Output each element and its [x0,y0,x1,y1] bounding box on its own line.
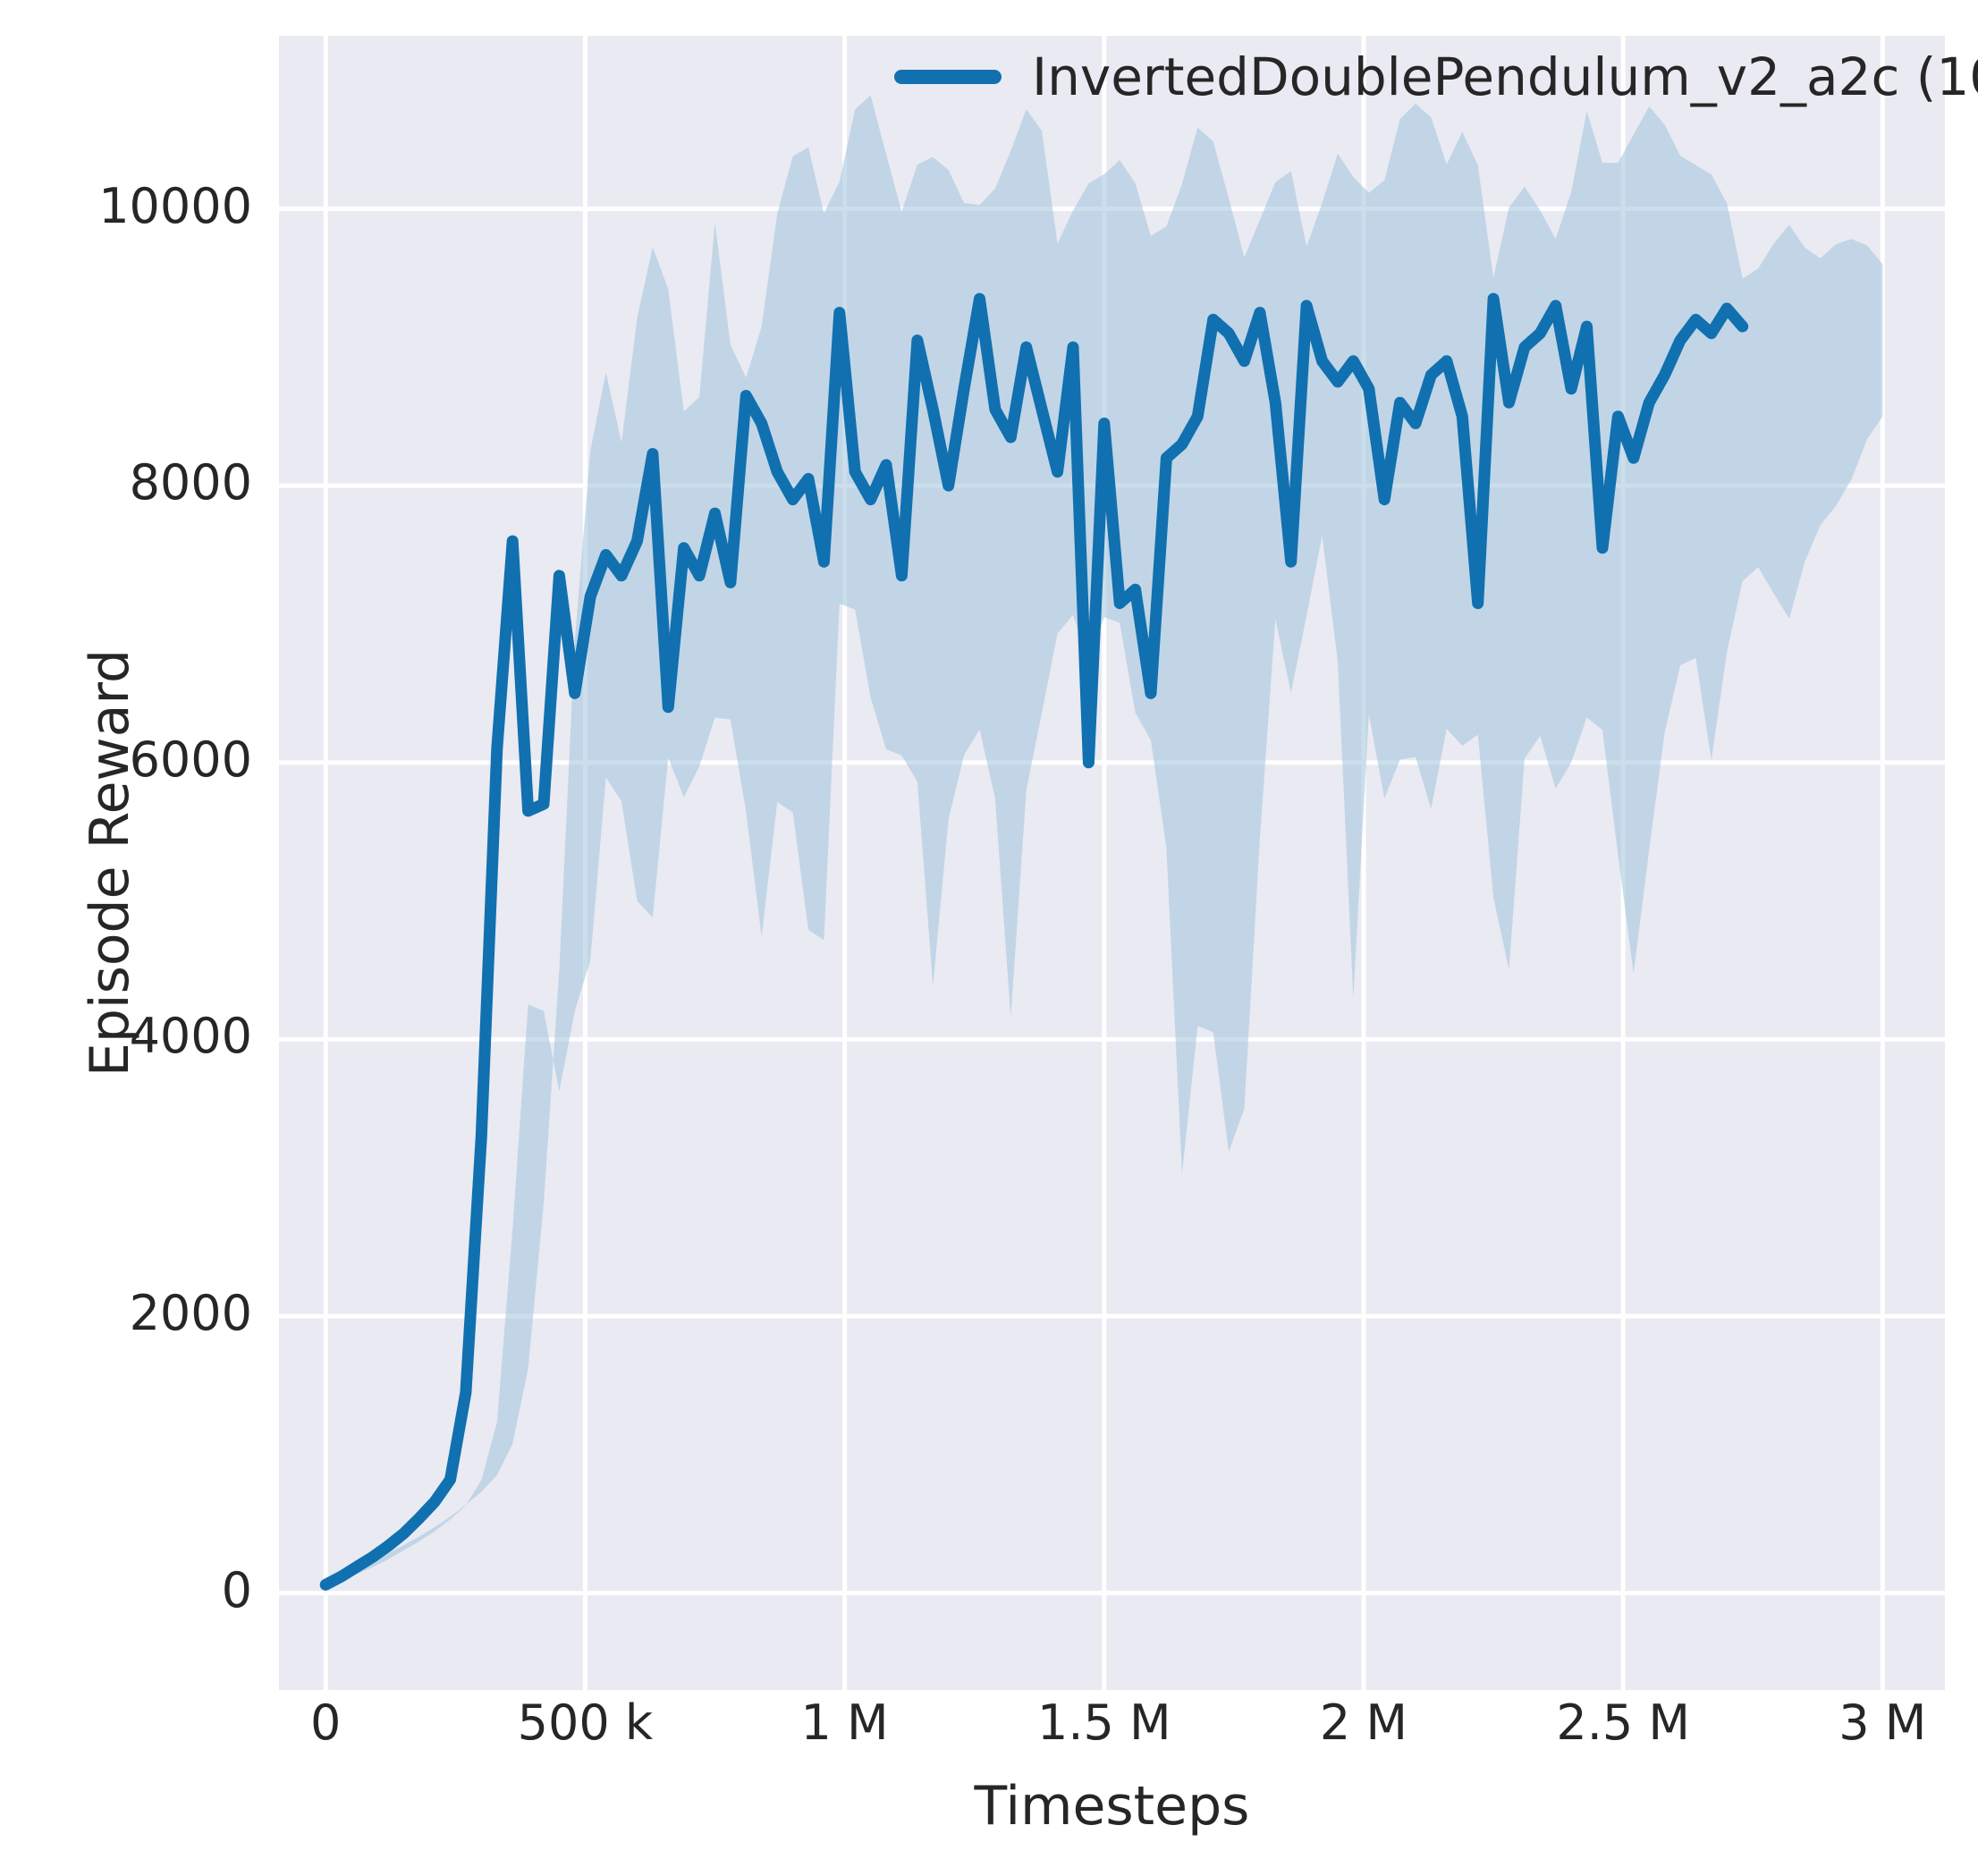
x-tick-label: 2 M [1319,1694,1408,1751]
y-tick-label: 2000 [129,1285,252,1341]
x-tick-label: 1 M [800,1694,889,1751]
legend-line-swatch [894,70,1002,84]
x-tick-label: 2.5 M [1556,1694,1690,1751]
plot-area [279,36,1945,1690]
y-tick-label: 0 [221,1561,252,1618]
y-tick-label: 10000 [98,177,252,234]
x-axis-title: Timesteps [974,1775,1250,1838]
x-tick-label: 1.5 M [1036,1694,1171,1751]
y-tick-label: 4000 [129,1008,252,1065]
y-tick-label: 6000 [129,731,252,788]
x-tick-label: 3 M [1839,1694,1927,1751]
y-tick-label: 8000 [129,454,252,511]
y-axis-title: Episode Reward [79,648,141,1077]
data-series-layer [319,95,1883,1591]
x-tick-label: 0 [310,1694,342,1751]
legend[interactable]: InvertedDoublePendulum_v2_a2c (10) [894,46,1978,107]
legend-label: InvertedDoublePendulum_v2_a2c (10) [1032,46,1978,107]
x-tick-label: 500 k [517,1694,654,1751]
